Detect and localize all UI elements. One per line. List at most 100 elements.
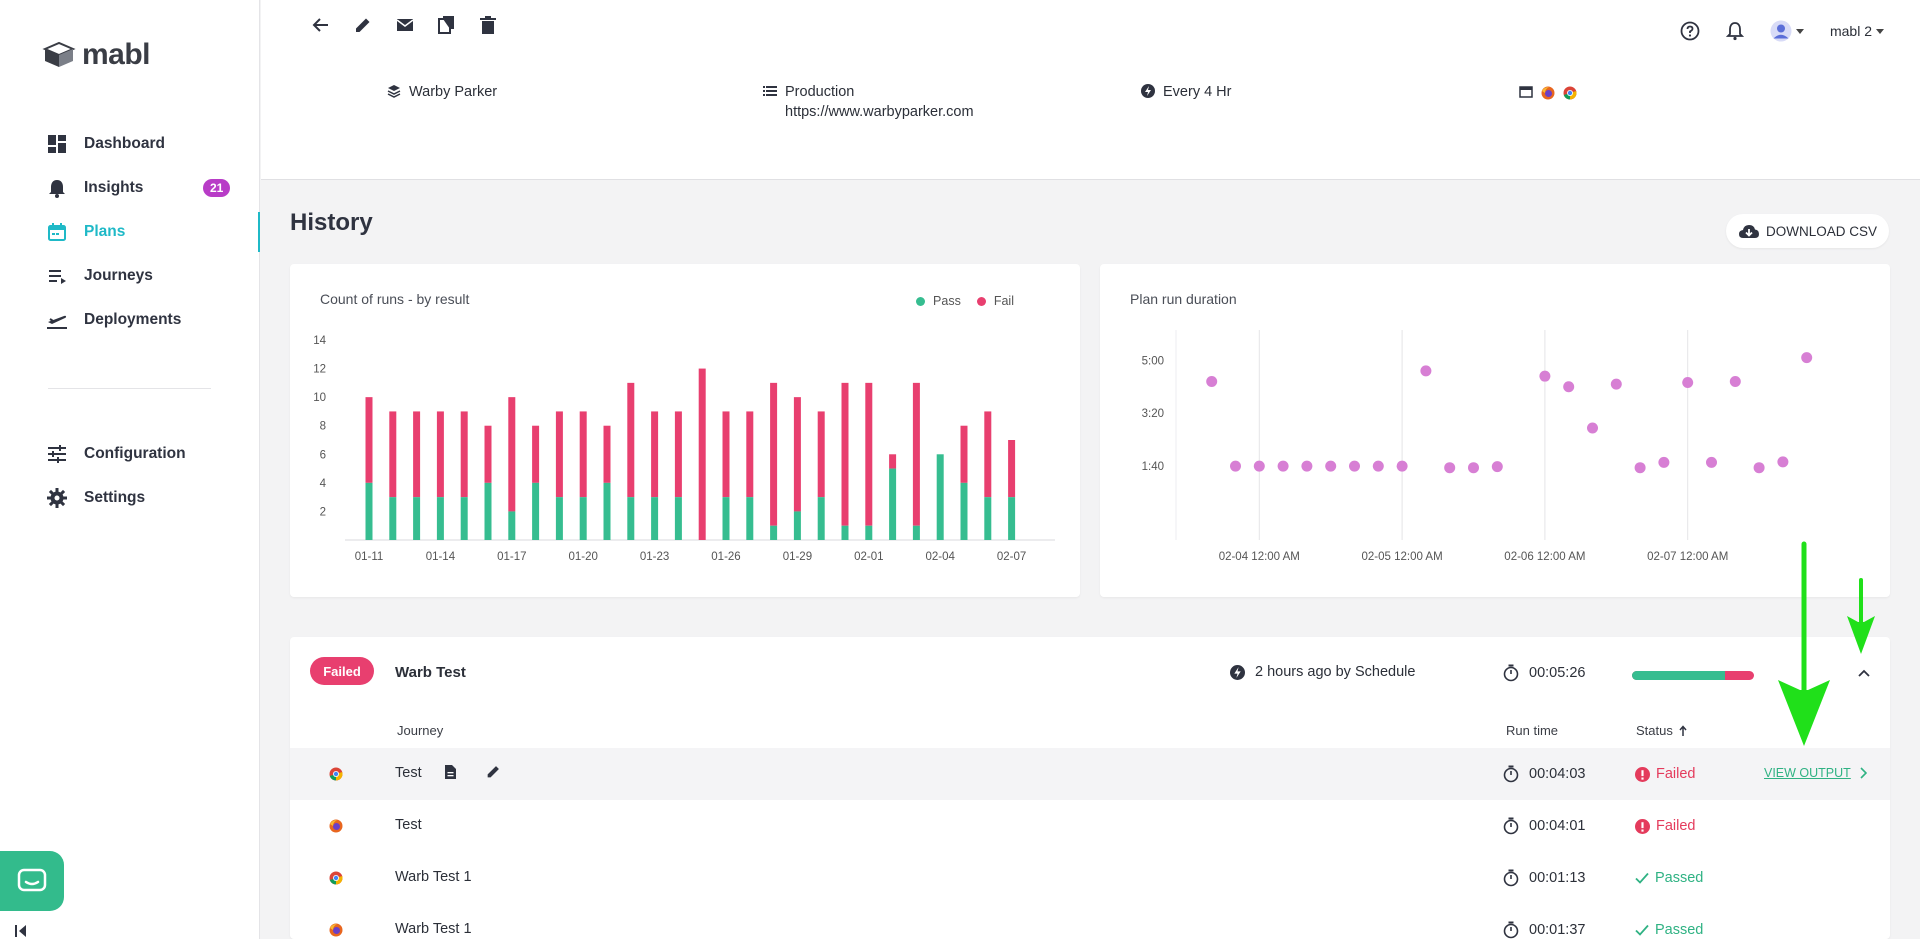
trash-icon	[480, 16, 496, 34]
journey-run-time: 00:01:13	[1503, 869, 1585, 887]
bar-fail	[912, 382, 920, 526]
schedule-text: Every 4 Hr	[1163, 84, 1232, 100]
bar-pass	[532, 482, 540, 540]
bar-fail	[674, 411, 682, 498]
sidebar-item-configuration[interactable]: Configuration	[0, 434, 260, 474]
avatar-menu[interactable]	[1770, 20, 1804, 42]
sidebar-item-label: Deployments	[84, 311, 182, 328]
journey-status: Passed	[1635, 922, 1703, 938]
journey-name[interactable]: Warb Test 1	[395, 869, 472, 885]
bell-icon	[46, 177, 68, 199]
bar-fail	[532, 425, 540, 483]
duration-point	[1634, 462, 1646, 474]
run-time-text: 00:04:03	[1529, 766, 1586, 782]
application-name: Warby Parker	[409, 84, 498, 100]
back-button[interactable]	[308, 12, 334, 38]
environment-info: Production https://www.warbyparker.com	[763, 84, 974, 120]
status-text: Failed	[1656, 766, 1696, 782]
bar-fail	[484, 425, 492, 483]
sidebar-item-plans[interactable]: Plans	[0, 212, 260, 252]
list-icon	[46, 265, 68, 287]
firefox-icon	[1541, 86, 1555, 100]
x-tick-label: 02-01	[854, 551, 883, 563]
email-button[interactable]	[392, 12, 418, 38]
download-csv-button[interactable]: DOWNLOAD CSV	[1726, 214, 1890, 248]
edit-plan-button[interactable]	[350, 12, 376, 38]
journey-name[interactable]: Test	[395, 817, 422, 833]
schedule-info: Every 4 Hr	[1141, 84, 1232, 100]
view-output-link[interactable]: VIEW OUTPUT	[1764, 766, 1867, 780]
bar-pass	[912, 525, 920, 540]
error-icon	[1635, 818, 1650, 834]
notifications-icon[interactable]	[1725, 21, 1744, 41]
bar-fail	[698, 368, 706, 540]
journey-run-time: 00:01:37	[1503, 921, 1585, 939]
run-result-progress-bar	[1632, 671, 1754, 680]
column-header-status-label: Status	[1636, 723, 1673, 738]
mabl-logo[interactable]: mabl	[42, 38, 151, 72]
x-tick-label: 02-04	[925, 551, 955, 563]
bolt-icon	[1141, 84, 1155, 98]
logo-text: mabl	[82, 38, 151, 71]
chevron-up-icon	[1858, 669, 1870, 677]
x-tick-label: 01-11	[355, 551, 384, 563]
duration-point	[1396, 460, 1408, 472]
duration-point	[1253, 460, 1265, 472]
sidebar-item-label: Configuration	[84, 445, 186, 462]
table-row[interactable]: Warb Test 1 00:01:13 Passed	[290, 852, 1890, 904]
journey-name[interactable]: Warb Test 1	[395, 921, 472, 937]
bar-fail	[865, 382, 873, 526]
delete-button[interactable]	[475, 12, 501, 38]
bar-fail	[508, 397, 516, 512]
insights-count-badge: 21	[203, 179, 231, 197]
duration-point	[1301, 460, 1313, 472]
column-header-status[interactable]: Status	[1636, 723, 1688, 738]
legend-fail[interactable]: Fail	[976, 294, 1014, 308]
sidebar-item-label: Plans	[84, 223, 126, 240]
sidebar-item-journeys[interactable]: Journeys	[0, 256, 260, 296]
journey-run-time: 00:04:01	[1503, 817, 1585, 835]
sidebar-item-dashboard[interactable]: Dashboard	[0, 124, 260, 164]
bar-fail	[793, 397, 801, 512]
chat-button[interactable]	[0, 851, 64, 911]
environment-url[interactable]: https://www.warbyparker.com	[785, 104, 974, 120]
duplicate-button[interactable]	[434, 12, 460, 38]
sidebar-item-insights[interactable]: Insights 21	[0, 168, 260, 208]
window-icon	[1519, 86, 1533, 98]
table-row[interactable]: Test 00:04:03 Failed VIEW OUTPUT	[290, 748, 1890, 800]
bar-fail	[579, 411, 587, 498]
bar-pass	[365, 482, 373, 540]
journey-status: Passed	[1635, 870, 1703, 886]
legend-pass[interactable]: Pass	[916, 294, 961, 308]
help-icon[interactable]	[1680, 21, 1700, 41]
journey-name[interactable]: Test	[395, 765, 422, 781]
bar-fail	[889, 454, 897, 469]
bar-pass	[1008, 497, 1016, 540]
sidebar-item-settings[interactable]: Settings	[0, 478, 260, 518]
duration-point	[1230, 460, 1241, 472]
bar-pass	[603, 482, 611, 540]
collapse-sidebar-button[interactable]	[14, 924, 28, 939]
sidebar-item-deployments[interactable]: Deployments	[0, 300, 260, 340]
collapse-run-button[interactable]	[1857, 665, 1871, 683]
run-name[interactable]: Warb Test	[395, 664, 466, 681]
run-time-text: 00:01:13	[1529, 870, 1586, 886]
column-header-run-time[interactable]: Run time	[1506, 723, 1559, 738]
bar-fail	[651, 411, 659, 498]
x-tick-label: 01-26	[711, 551, 740, 563]
duration-point	[1468, 462, 1479, 474]
bar-fail	[841, 382, 849, 526]
plan-run-duration-chart-card: Plan run duration 1:40 3:20 5:00 02-04 12:0…	[1100, 264, 1890, 597]
error-icon	[1635, 766, 1650, 782]
edit-journey-button[interactable]	[486, 764, 501, 784]
bar-pass	[627, 497, 635, 540]
journey-details-button[interactable]	[444, 764, 457, 785]
duration-point	[1706, 456, 1717, 468]
checkmark-icon	[1635, 924, 1649, 936]
table-row[interactable]: Test 00:04:01 Failed	[290, 800, 1890, 852]
bar-fail	[413, 411, 421, 498]
user-menu[interactable]: mabl 2	[1830, 23, 1884, 39]
bar-pass	[793, 511, 801, 540]
table-row[interactable]: Warb Test 1 00:01:37 Passed	[290, 904, 1890, 939]
mabl-logo-icon	[42, 41, 76, 67]
